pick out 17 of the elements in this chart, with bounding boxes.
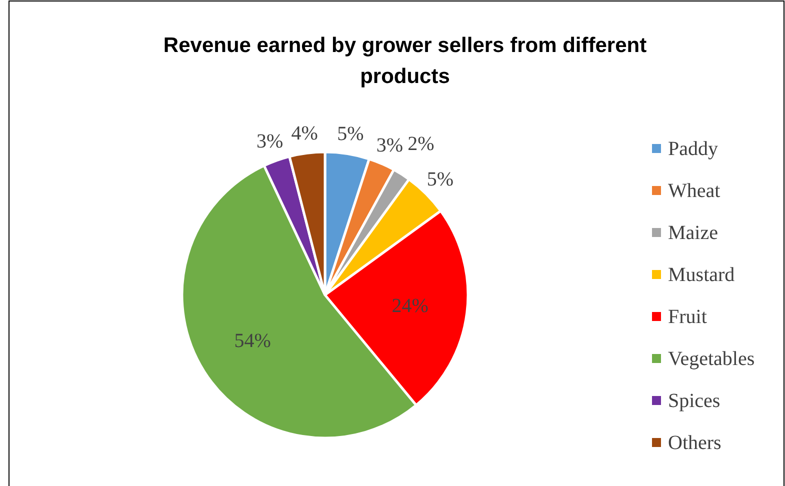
data-label: 5% xyxy=(337,123,364,146)
data-label: 5% xyxy=(426,168,454,191)
data-label: 4% xyxy=(291,122,318,144)
legend-label: Spices xyxy=(668,390,720,412)
legend-label: Maize xyxy=(668,222,718,244)
legend-label: Wheat xyxy=(668,180,721,202)
legend-label: Mustard xyxy=(668,264,735,286)
data-label: 2% xyxy=(408,132,434,155)
data-label: 3% xyxy=(376,134,404,156)
chart-title: Revenue earned by grower sellers from different products xyxy=(163,34,647,88)
legend-label: Fruit xyxy=(668,306,708,328)
legend-label: Vegetables xyxy=(668,348,755,370)
legend-label: Others xyxy=(668,432,722,454)
legend-label: Paddy xyxy=(668,138,718,160)
data-label: 54% xyxy=(234,330,271,352)
data-label: 24% xyxy=(392,294,428,317)
data-label: 3% xyxy=(256,130,284,153)
